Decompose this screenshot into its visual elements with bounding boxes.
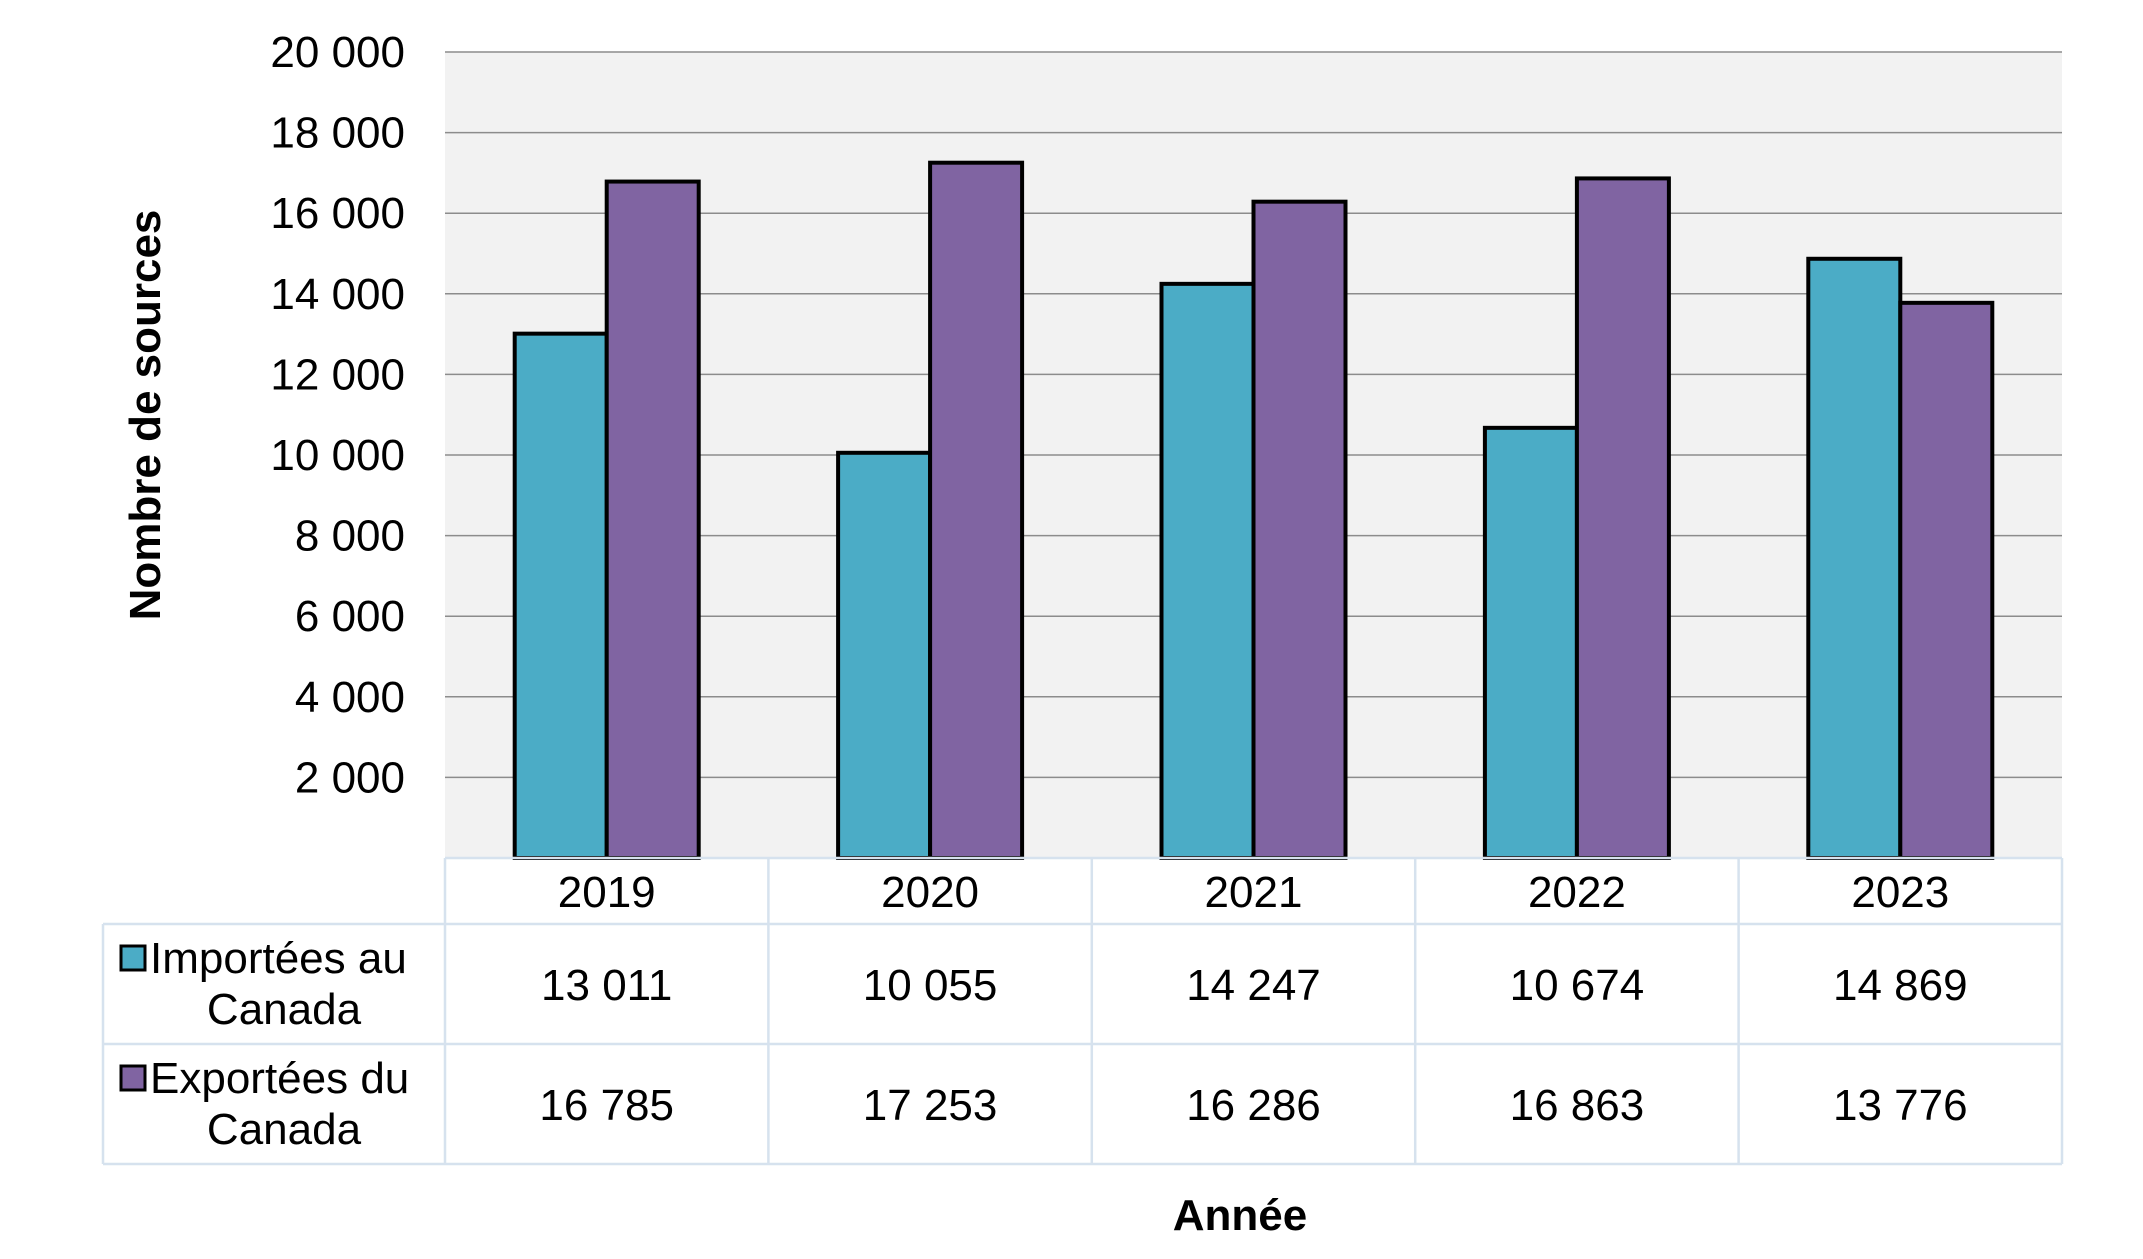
legend-label-line: Importées au bbox=[150, 934, 407, 983]
y-tick-label: 18 000 bbox=[270, 109, 405, 158]
y-tick-label: 12 000 bbox=[270, 350, 405, 399]
legend-key-exportees bbox=[119, 1064, 147, 1092]
data-table-value: 14 247 bbox=[1186, 961, 1321, 1010]
bar-exportees-2022 bbox=[1574, 176, 1671, 861]
data-table-value: 10 674 bbox=[1510, 961, 1645, 1010]
y-axis-ticks: 2 000 4 000 6 000 8 000 10 000 12 000 14 000 16… bbox=[270, 28, 405, 802]
y-tick-label: 20 000 bbox=[270, 28, 405, 77]
y-tick-label: 4 000 bbox=[295, 673, 405, 722]
legend-label-line: Canada bbox=[207, 1105, 362, 1154]
data-table-value: 10 055 bbox=[863, 961, 998, 1010]
data-table-value: 13 776 bbox=[1833, 1081, 1968, 1130]
y-tick-label: 10 000 bbox=[270, 431, 405, 480]
bars bbox=[512, 160, 1995, 861]
y-tick-label: 16 000 bbox=[270, 189, 405, 238]
data-table-value: 17 253 bbox=[863, 1081, 998, 1130]
bar-importees-2022 bbox=[1482, 425, 1579, 860]
y-axis-title: Nombre de sources bbox=[121, 210, 170, 621]
data-table-value: 14 869 bbox=[1833, 961, 1968, 1010]
y-tick-label: 6 000 bbox=[295, 592, 405, 641]
legend-label-line: Canada bbox=[207, 985, 362, 1034]
bar-importees-2021 bbox=[1159, 281, 1256, 860]
legend-key-importees bbox=[119, 944, 147, 972]
bar-exportees-2020 bbox=[928, 160, 1025, 860]
y-tick-label: 14 000 bbox=[270, 270, 405, 319]
bar-exportees-2023 bbox=[1898, 300, 1995, 860]
x-tick-label: 2019 bbox=[558, 868, 656, 917]
data-table-value: 16 286 bbox=[1186, 1081, 1321, 1130]
bar-importees-2019 bbox=[512, 331, 609, 861]
x-tick-label: 2022 bbox=[1528, 868, 1626, 917]
y-tick-label: 2 000 bbox=[295, 753, 405, 802]
x-tick-label: 2020 bbox=[881, 868, 979, 917]
y-tick-label: 8 000 bbox=[295, 512, 405, 561]
data-table-value: 16 785 bbox=[539, 1081, 674, 1130]
x-tick-label: 2021 bbox=[1205, 868, 1303, 917]
bar-importees-2020 bbox=[836, 450, 933, 860]
x-axis-title: Année bbox=[1173, 1191, 1307, 1240]
legend-label-line: Exportées du bbox=[150, 1054, 409, 1103]
x-tick-label: 2023 bbox=[1851, 868, 1949, 917]
data-table-value: 16 863 bbox=[1510, 1081, 1645, 1130]
data-table-value: 13 011 bbox=[541, 961, 672, 1010]
bar-importees-2023 bbox=[1806, 256, 1903, 860]
bar-exportees-2019 bbox=[604, 179, 701, 860]
bar-exportees-2021 bbox=[1251, 199, 1348, 860]
